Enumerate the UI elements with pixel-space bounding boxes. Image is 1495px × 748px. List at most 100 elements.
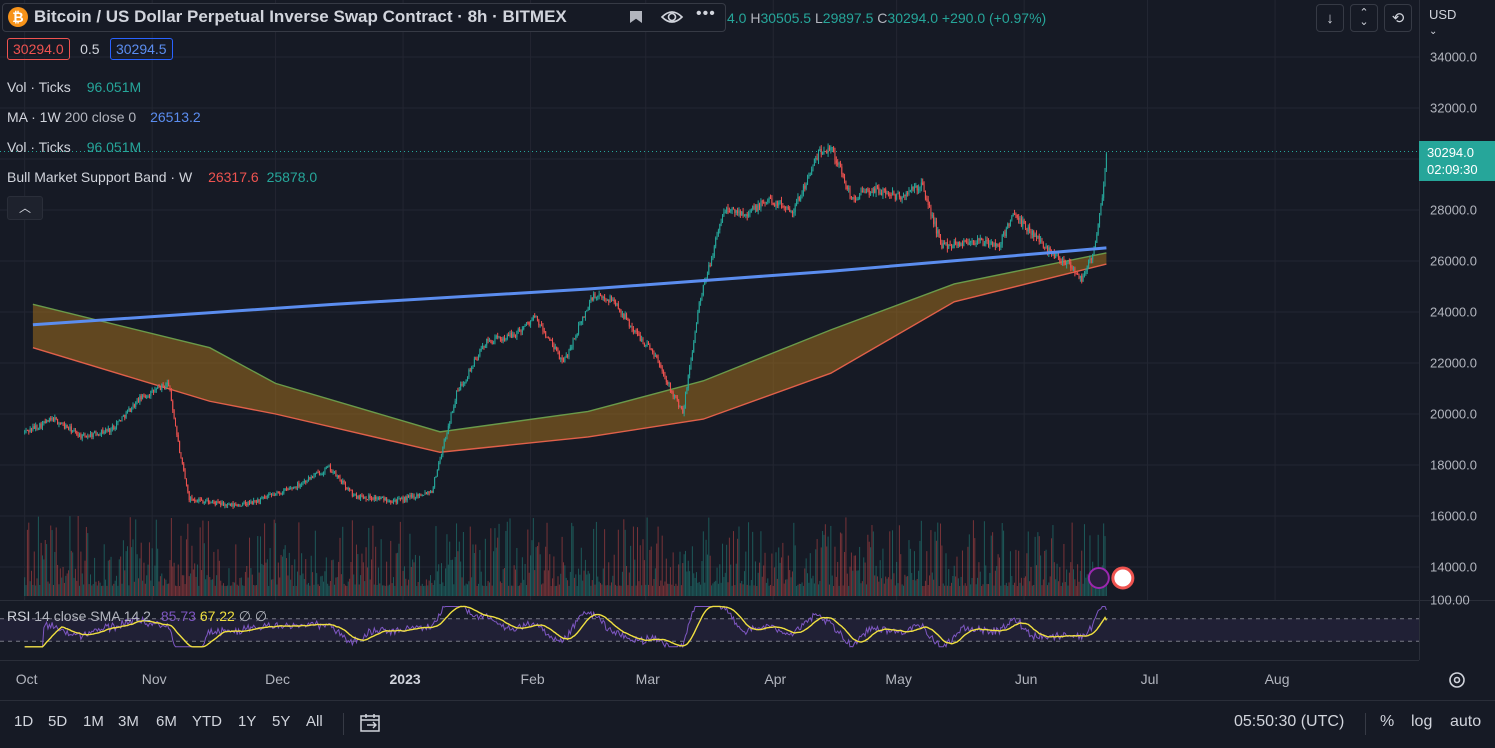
- candle-body: [1027, 226, 1029, 232]
- volume-bar: [438, 564, 440, 596]
- volume-bar: [922, 585, 924, 596]
- range-button-3m[interactable]: 3M: [118, 713, 139, 730]
- candle-body: [867, 188, 869, 191]
- candle-body: [978, 238, 980, 241]
- collapse-button[interactable]: ⌃ ⌄: [1350, 4, 1378, 32]
- volume-bar: [831, 575, 833, 596]
- candle-body: [372, 499, 374, 501]
- legend-vol-1[interactable]: Vol · Ticks 96.051M: [7, 79, 141, 95]
- currency-selector[interactable]: USD ⌄: [1429, 7, 1456, 37]
- auto-toggle[interactable]: auto: [1450, 713, 1482, 730]
- volume-bar: [785, 579, 787, 596]
- candle-body: [346, 487, 348, 490]
- volume-bar: [202, 520, 204, 596]
- candle-body: [620, 312, 622, 315]
- candle-body: [669, 382, 671, 391]
- chart-settings-button[interactable]: [1447, 670, 1467, 695]
- volume-bar: [54, 551, 56, 596]
- candle-body: [881, 192, 883, 196]
- volume-bar: [417, 582, 419, 596]
- volume-bar: [259, 536, 261, 596]
- volume-bar: [366, 567, 368, 596]
- candle-body: [421, 494, 423, 496]
- main-chart-pane[interactable]: [0, 0, 1419, 600]
- utc-clock[interactable]: 05:50:30 (UTC): [1234, 713, 1345, 730]
- rsi-legend[interactable]: RSI 14 close SMA 14 2 85.73 67.22 ∅ ∅: [7, 608, 267, 625]
- log-toggle[interactable]: log: [1411, 713, 1433, 730]
- candle-body: [46, 420, 48, 424]
- percent-toggle[interactable]: %: [1380, 713, 1395, 730]
- candle-body: [930, 207, 932, 216]
- candle-body: [804, 185, 806, 189]
- volume-bar: [606, 585, 608, 596]
- candle-body: [266, 496, 268, 498]
- volume-bar: [539, 554, 541, 596]
- pane-separator[interactable]: [0, 600, 1495, 601]
- range-button-1d[interactable]: 1D: [14, 713, 34, 730]
- volume-bar: [842, 585, 844, 596]
- volume-bar: [552, 578, 554, 596]
- volume-bar: [953, 565, 955, 596]
- candle-body: [254, 500, 256, 502]
- sell-button[interactable]: 30294.0: [7, 38, 70, 60]
- range-button-ytd[interactable]: YTD: [192, 713, 222, 730]
- flag-icon[interactable]: [630, 11, 642, 23]
- volume-bar: [73, 577, 75, 596]
- volume-bar: [1034, 536, 1036, 596]
- more-icon[interactable]: •••: [696, 5, 716, 22]
- range-button-1y[interactable]: 1Y: [238, 713, 257, 730]
- volume-bar: [711, 585, 713, 596]
- candle-body: [1071, 267, 1073, 269]
- volume-bar: [447, 564, 449, 596]
- legend-ma[interactable]: MA · 1W 200 close 0 26513.2: [7, 109, 201, 125]
- volume-bar: [961, 550, 963, 596]
- legend-bull-band[interactable]: Bull Market Support Band · W 26317.6 258…: [7, 169, 317, 185]
- rsi-pane[interactable]: RSI 14 close SMA 14 2 85.73 67.22 ∅ ∅: [0, 600, 1419, 660]
- candle-body: [713, 246, 715, 256]
- download-button[interactable]: ↓: [1316, 4, 1344, 32]
- candle-body: [244, 501, 246, 505]
- symbol-title[interactable]: Bitcoin / US Dollar Perpetual Inverse Sw…: [34, 7, 567, 26]
- candle-body: [493, 342, 495, 344]
- candle-body: [742, 211, 744, 216]
- range-button-1m[interactable]: 1M: [83, 713, 104, 730]
- symbol-box[interactable]: [2, 3, 726, 32]
- rsi-chart[interactable]: [0, 600, 1419, 660]
- volume-bar: [556, 585, 558, 596]
- legend-vol-2[interactable]: Vol · Ticks 96.051M: [7, 139, 141, 155]
- candle-body: [554, 346, 556, 350]
- candle-body: [912, 186, 914, 189]
- price-scale[interactable]: 34000.032000.030000.028000.026000.024000…: [1419, 0, 1495, 600]
- volume-bar: [797, 584, 799, 596]
- volume-bar: [619, 585, 621, 596]
- candle-body: [893, 191, 895, 195]
- candle-body: [399, 498, 401, 500]
- eye-icon[interactable]: [660, 7, 684, 27]
- candle-body: [297, 482, 299, 488]
- volume-bar: [750, 579, 752, 596]
- candle-body: [785, 206, 787, 209]
- range-button-6m[interactable]: 6M: [156, 713, 177, 730]
- volume-bar: [451, 559, 453, 596]
- candle-body: [375, 496, 377, 500]
- refresh-button[interactable]: ⟲: [1384, 4, 1412, 32]
- candle-body: [1104, 168, 1106, 186]
- candle-body: [779, 200, 781, 203]
- candle-body: [1009, 219, 1011, 227]
- price-chart[interactable]: [0, 0, 1419, 600]
- range-button-5d[interactable]: 5D: [48, 713, 68, 730]
- volume-bar: [29, 581, 31, 596]
- range-button-5y[interactable]: 5Y: [272, 713, 291, 730]
- buy-button[interactable]: 30294.5: [109, 38, 173, 60]
- time-axis[interactable]: Oct Nov Dec 2023 Feb Mar Apr May Jun Jul Aug: [0, 660, 1419, 701]
- range-button-all[interactable]: All: [306, 713, 323, 730]
- volume-bar: [715, 580, 717, 596]
- volume-bar: [91, 585, 93, 596]
- candle-body: [627, 318, 629, 321]
- volume-bar: [209, 577, 211, 596]
- rsi-scale[interactable]: 100.00: [1419, 593, 1495, 660]
- legend-collapse-button[interactable]: ︿: [7, 196, 43, 220]
- calendar-icon[interactable]: [359, 712, 383, 734]
- volume-bar: [338, 561, 340, 596]
- candle-body: [1086, 266, 1088, 272]
